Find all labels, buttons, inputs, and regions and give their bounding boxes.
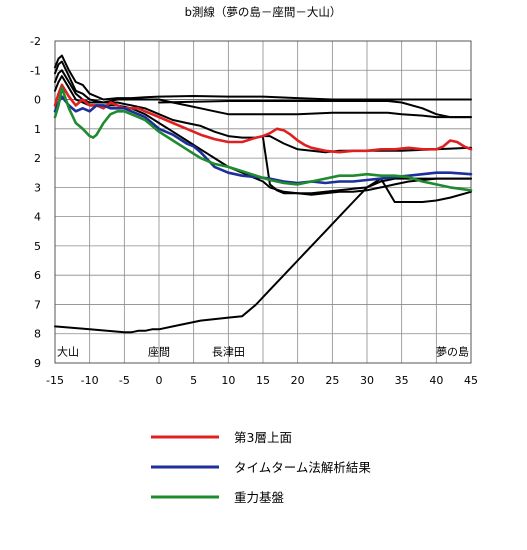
y-tick-label: 9 bbox=[34, 357, 41, 370]
x-tick-label: 10 bbox=[221, 374, 235, 387]
x-tick-label: 0 bbox=[156, 374, 163, 387]
x-tick-label: -5 bbox=[119, 374, 130, 387]
y-tick-label: 3 bbox=[34, 181, 41, 194]
x-tick-label: -10 bbox=[81, 374, 99, 387]
place-label: 長津田 bbox=[212, 346, 245, 359]
x-tick-label: 30 bbox=[360, 374, 374, 387]
y-tick-label: 0 bbox=[34, 94, 41, 107]
legend-label: 第3層上面 bbox=[234, 430, 292, 445]
place-label: 大山 bbox=[57, 345, 79, 359]
y-tick-label: -1 bbox=[30, 64, 41, 77]
profile-line-4 bbox=[54, 54, 472, 101]
x-tick-label: 5 bbox=[190, 374, 197, 387]
y-tick-label: 8 bbox=[34, 328, 41, 341]
x-tick-label: 20 bbox=[291, 374, 305, 387]
y-tick-label: -2 bbox=[30, 35, 41, 48]
y-tick-label: 7 bbox=[34, 298, 41, 311]
y-tick-label: 2 bbox=[34, 152, 41, 165]
plot-frame bbox=[54, 40, 472, 364]
series-layer bbox=[53, 54, 473, 334]
series-line-1 bbox=[53, 83, 473, 154]
x-tick-label: -15 bbox=[46, 374, 64, 387]
place-label: 座間 bbox=[148, 345, 170, 359]
profile-line-9 bbox=[158, 100, 472, 119]
y-tick-label: 4 bbox=[34, 211, 41, 224]
profile-line-8 bbox=[262, 136, 472, 195]
series-line-2 bbox=[53, 95, 473, 185]
x-tick-label: 40 bbox=[429, 374, 443, 387]
x-tick-label: 35 bbox=[395, 374, 409, 387]
y-tick-label: 1 bbox=[34, 123, 41, 136]
series-line-3 bbox=[53, 86, 473, 192]
x-tick-label: 15 bbox=[256, 374, 270, 387]
y-tick-label: 5 bbox=[34, 240, 41, 253]
profile-line-10 bbox=[54, 177, 472, 334]
y-tick-label: 6 bbox=[34, 269, 41, 282]
chart-title: b測線（夢の島－座間－大山） bbox=[185, 5, 342, 19]
legend-label: タイムターム法解析結果 bbox=[234, 460, 371, 475]
place-label: 夢の島 bbox=[436, 345, 469, 359]
x-tick-label: 45 bbox=[464, 374, 478, 387]
legend-label: 重力基盤 bbox=[234, 490, 285, 505]
place-labels: 大山 座間 長津田 夢の島 bbox=[57, 345, 469, 359]
x-tick-label: 25 bbox=[325, 374, 339, 387]
profile-line-5 bbox=[54, 60, 472, 119]
